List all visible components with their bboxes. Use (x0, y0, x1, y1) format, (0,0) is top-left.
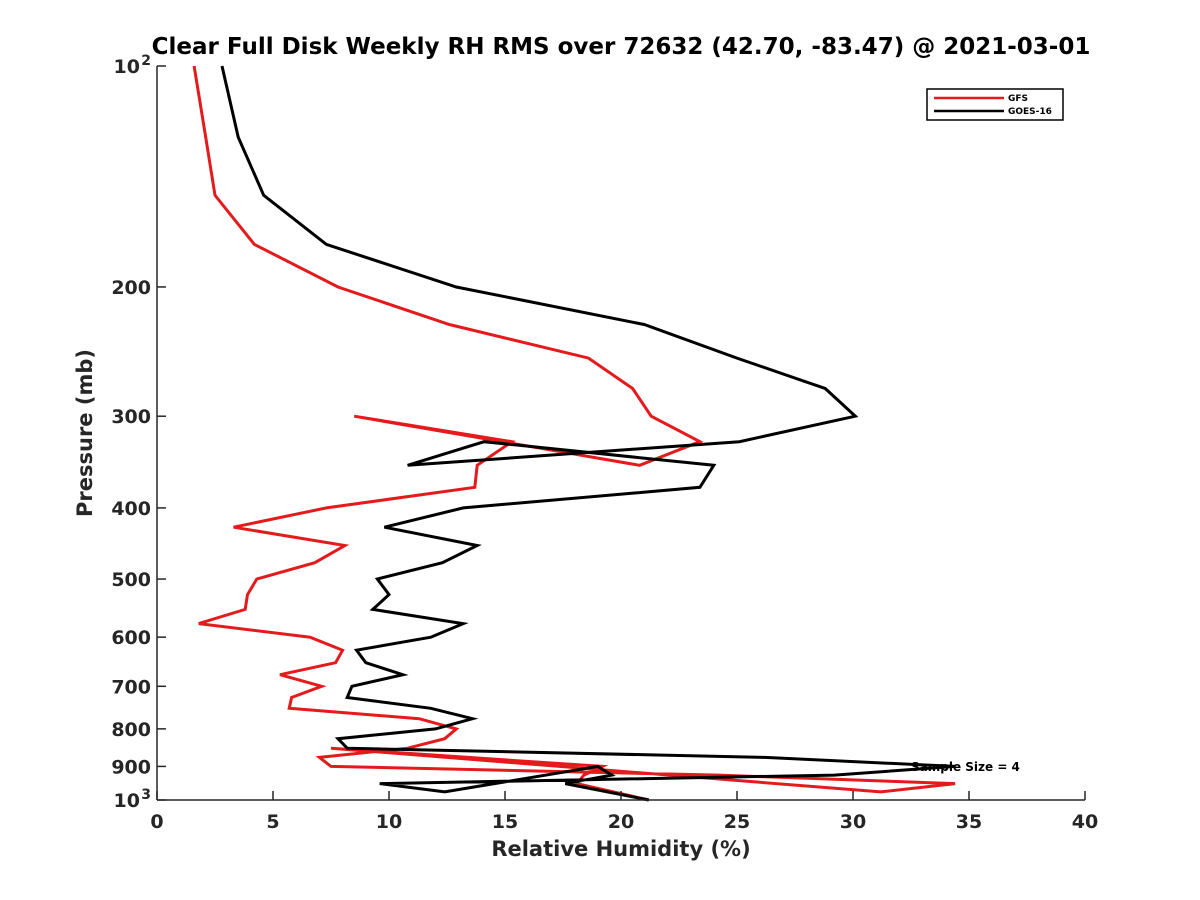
sample-size-annotation: Sample Size = 4 (911, 760, 1020, 774)
y-tick-label: 10 (114, 790, 140, 812)
y-tick-label: 400 (111, 498, 151, 520)
chart-title: Clear Full Disk Weekly RH RMS over 72632… (152, 34, 1091, 60)
x-tick-label: 0 (150, 811, 163, 833)
x-tick-label: 10 (376, 811, 402, 833)
x-ticks: 0 5 10 15 20 25 30 35 40 (150, 791, 1098, 833)
y-tick-label: 10 (114, 56, 140, 78)
plot-lines (192, 65, 956, 802)
x-axis-label: Relative Humidity (%) (491, 837, 750, 861)
series-line-goes16 (220, 65, 956, 802)
y-tick-label: 800 (111, 719, 151, 741)
legend-label-gfs: GFS (1008, 94, 1028, 104)
x-tick-label: 20 (608, 811, 634, 833)
y-tick-label: 500 (111, 569, 151, 591)
legend-label-goes16: GOES-16 (1008, 107, 1052, 117)
x-tick-label: 35 (956, 811, 982, 833)
x-tick-label: 25 (724, 811, 750, 833)
x-tick-label: 30 (840, 811, 866, 833)
series-line-gfs (192, 65, 956, 802)
y-tick-label: 300 (111, 406, 151, 428)
y-tick-exponent: 2 (141, 53, 151, 69)
y-tick-label: 200 (111, 277, 151, 299)
legend: GFS GOES-16 (926, 88, 1064, 121)
y-tick-exponent: 3 (141, 787, 151, 803)
x-tick-label: 5 (266, 811, 279, 833)
x-tick-label: 40 (1072, 811, 1098, 833)
y-axis-label: Pressure (mb) (73, 349, 97, 517)
legend-box (926, 88, 1064, 121)
plot-area-frame (157, 66, 1085, 800)
y-tick-label: 600 (111, 627, 151, 649)
x-tick-label: 15 (492, 811, 518, 833)
y-tick-label: 700 (111, 676, 151, 698)
y-tick-label: 900 (111, 756, 151, 778)
